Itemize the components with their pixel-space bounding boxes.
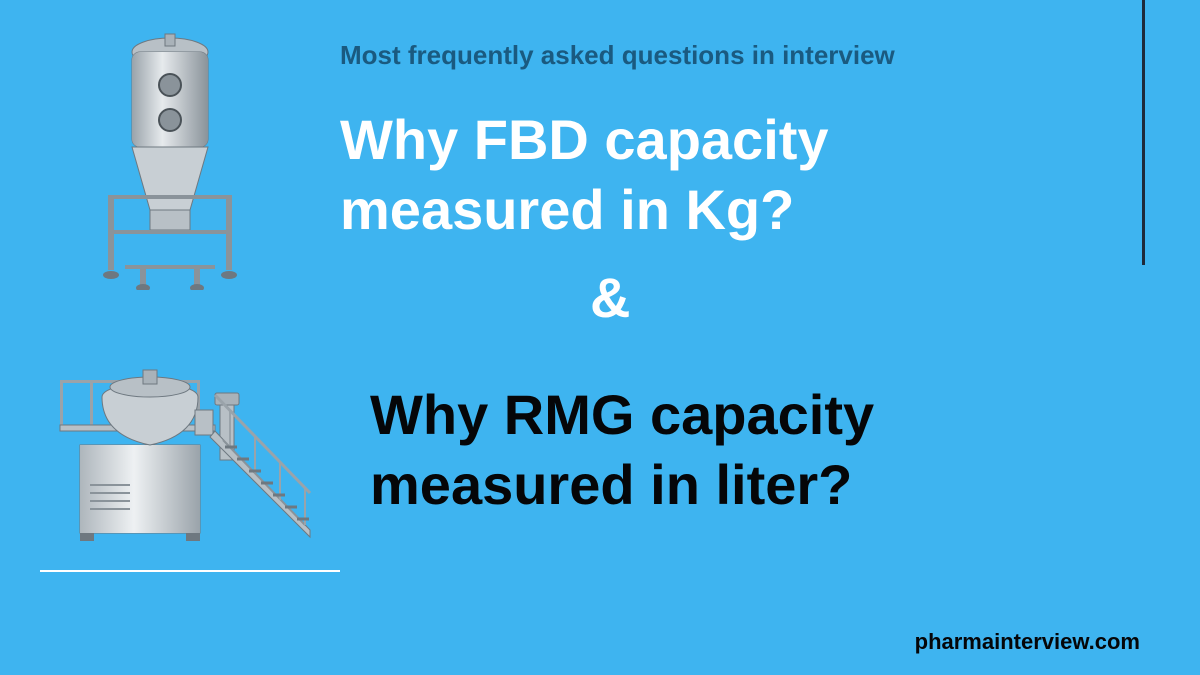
subtitle-text: Most frequently asked questions in inter… <box>340 40 895 71</box>
underline-decoration <box>40 570 340 572</box>
vertical-line-decoration <box>1142 0 1145 265</box>
heading-rmg: Why RMG capacity measured in liter? <box>370 380 874 520</box>
footer-url: pharmainterview.com <box>915 629 1140 655</box>
heading-fbd-line2: measured in Kg? <box>340 178 794 241</box>
ampersand: & <box>590 265 630 330</box>
heading-rmg-line2: measured in liter? <box>370 453 852 516</box>
heading-fbd: Why FBD capacity measured in Kg? <box>340 105 829 245</box>
heading-rmg-line1: Why RMG capacity <box>370 383 874 446</box>
fbd-machine-icon <box>70 30 270 290</box>
rmg-machine-icon <box>55 325 315 555</box>
heading-fbd-line1: Why FBD capacity <box>340 108 829 171</box>
